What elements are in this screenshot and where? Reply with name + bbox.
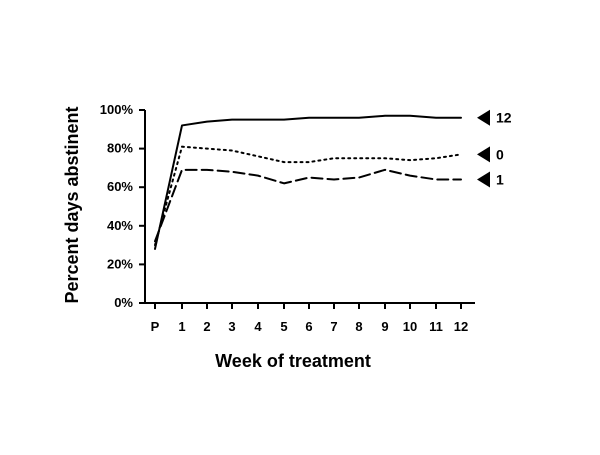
x-tick-label-12: 12 <box>454 319 468 334</box>
y-tick-label-3: 60% <box>107 179 133 194</box>
x-tick-label-9: 9 <box>381 319 388 334</box>
x-tick-label-11: 11 <box>429 319 443 334</box>
y-tick-label-4: 80% <box>107 141 133 156</box>
legend-label-0: 0 <box>496 146 504 162</box>
series-layer <box>154 114 462 250</box>
x-tick-label-6: 6 <box>305 319 312 334</box>
x-tick-label-0: P <box>151 319 160 334</box>
x-tick-label-7: 7 <box>330 319 337 334</box>
legend-label-12: 12 <box>496 110 512 126</box>
y-tick-label-2: 40% <box>107 218 133 233</box>
series-line-1 <box>154 168 462 243</box>
tick-layer: 0%20%40%60%80%100%P 1 2 3 4 5 6 7 8 9 10 11 12 <box>100 102 468 334</box>
y-tick-label-5: 100% <box>100 102 134 117</box>
x-tick-label-2: 2 <box>203 319 210 334</box>
x-tick-label-5: 5 <box>280 319 287 334</box>
x-axis-title: Week of treatment <box>215 351 371 371</box>
y-tick-label-0: 0% <box>114 295 133 310</box>
series-line-0 <box>154 145 462 247</box>
series-line-12 <box>154 114 462 250</box>
x-tick-label-4: 4 <box>254 319 262 334</box>
legend-label-1: 1 <box>496 171 504 187</box>
legend-layer: 12 0 1 <box>477 109 512 188</box>
legend-marker-12 <box>477 109 490 126</box>
legend-marker-0 <box>477 146 490 163</box>
y-axis-title: Percent days abstinent <box>62 106 82 303</box>
x-tick-label-8: 8 <box>355 319 362 334</box>
axes-layer <box>144 110 475 304</box>
y-tick-label-1: 20% <box>107 256 133 271</box>
legend-marker-1 <box>477 171 490 188</box>
x-tick-label-3: 3 <box>228 319 235 334</box>
x-tick-label-1: 1 <box>178 319 185 334</box>
x-tick-label-10: 10 <box>403 319 417 334</box>
